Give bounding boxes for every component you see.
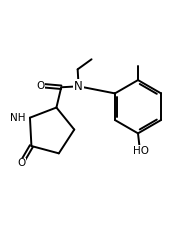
Text: N: N [74,80,83,93]
Text: HO: HO [133,146,148,156]
Text: NH: NH [10,113,26,123]
Text: O: O [36,81,44,91]
Text: O: O [17,158,25,168]
